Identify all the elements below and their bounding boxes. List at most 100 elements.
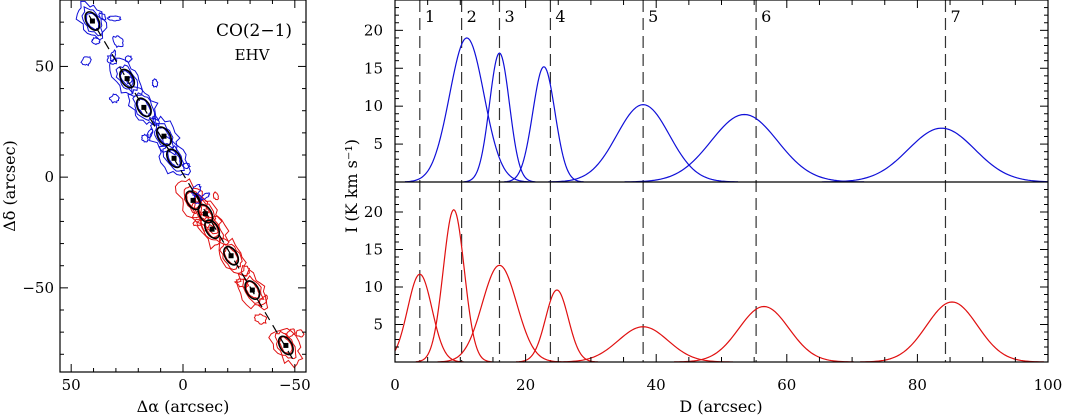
left-x-axis-label: Δα (arcsec) — [137, 397, 230, 416]
contour-island — [106, 15, 122, 22]
right-y-tick-label: 20 — [364, 21, 383, 39]
right-x-tick-label: 40 — [647, 376, 666, 394]
contour-island — [191, 183, 202, 196]
blue-gaussian-profile — [463, 52, 536, 183]
knot-ellipse — [204, 219, 221, 240]
left-y-tick-label: 50 — [35, 57, 54, 75]
right-x-tick-label: 80 — [908, 376, 927, 394]
left-x-tick-label: 0 — [178, 376, 188, 394]
contour-mid — [274, 330, 297, 360]
right-x-tick-label: 100 — [1034, 376, 1063, 394]
right-y-axis-label: I (K km s⁻¹) — [342, 139, 361, 233]
right-x-axis-label: D (arcsec) — [679, 397, 762, 416]
knot-number-label: 1 — [425, 7, 435, 26]
knot-position-lines: 1 2 3 4 5 6 7 — [419, 0, 961, 362]
contour-mid — [81, 6, 104, 37]
contour-island — [112, 35, 124, 49]
contour-outer — [196, 210, 230, 250]
left-x-tick-label: −50 — [279, 376, 311, 394]
right-y-tick-label: 10 — [364, 278, 383, 296]
contour-outer — [75, 0, 108, 41]
knot-center-marker — [89, 18, 95, 24]
left-y-tick-label: 0 — [44, 168, 54, 186]
contour-island — [253, 313, 268, 325]
knot-ellipse — [223, 245, 240, 266]
contour-mid — [115, 64, 139, 95]
right-y-tick-label: 5 — [373, 316, 383, 334]
knot-number-label: 5 — [648, 7, 658, 26]
knot-center-marker — [190, 197, 196, 203]
contour-island — [212, 191, 219, 201]
contour-island — [98, 12, 107, 21]
red-gaussian-profile — [394, 273, 464, 363]
knot-number-label: 3 — [504, 7, 514, 26]
contour-island — [80, 56, 92, 67]
contour-mid — [200, 214, 224, 244]
knot-center-marker — [209, 226, 215, 232]
right-y-tick-label: 20 — [364, 203, 383, 221]
contour-island — [108, 93, 120, 104]
knot-number-label: 7 — [950, 7, 960, 26]
blue-gaussian-profile — [404, 37, 529, 183]
knot-ellipse — [135, 97, 152, 118]
knot-center-marker — [161, 133, 167, 139]
contour-island — [151, 78, 159, 88]
right-y-tick-label: 10 — [364, 97, 383, 115]
contour-island — [141, 133, 150, 143]
red-gaussian-profile — [674, 305, 854, 363]
left-x-tick-label: 50 — [62, 376, 81, 394]
contour-island — [295, 329, 305, 338]
contour-island — [106, 55, 118, 65]
knot-number-label: 2 — [467, 7, 477, 26]
right-x-tick-label: 20 — [516, 376, 535, 394]
knot-number-label: 6 — [761, 7, 771, 26]
gaussian-curves — [394, 37, 1049, 363]
red-gaussian-profile — [553, 326, 733, 363]
contour-mid — [183, 185, 203, 215]
contour-layer — [75, 0, 305, 369]
right-panel-profiles: 1 2 3 4 5 6 7 0 20 40 60 80 100 5 10 15 20 5 10 15 20 D (ar… — [342, 0, 1062, 416]
knot-ellipse — [197, 203, 214, 224]
knot-center-marker — [141, 104, 147, 110]
knot-ellipse — [155, 126, 173, 147]
left-axis-ticks: 50 0 −50 50 0 −50 — [22, 0, 311, 394]
contour-island — [146, 128, 154, 139]
knot-ellipse — [119, 68, 136, 89]
knot-ellipse — [165, 148, 183, 169]
right-y-tick-label: 15 — [364, 59, 383, 77]
right-y-tick-label: 5 — [373, 135, 383, 153]
red-gaussian-profile — [415, 209, 492, 363]
red-gaussian-profile — [515, 289, 598, 363]
blue-gaussian-profile — [548, 104, 738, 183]
contour-island — [109, 49, 117, 62]
blue-gaussian-profile — [503, 66, 584, 183]
knot-center-marker — [249, 287, 255, 293]
jet-axis-dashed-line — [88, 15, 294, 360]
red-gaussian-profile — [860, 301, 1044, 363]
right-x-tick-label: 0 — [390, 376, 400, 394]
contour-inner — [85, 12, 100, 31]
annotation-line1: CO(2−1) — [216, 21, 292, 41]
knot-ellipse — [277, 335, 294, 356]
contour-outer — [158, 135, 192, 176]
left-y-tick-label: −50 — [22, 279, 54, 297]
knot-center-marker — [228, 253, 234, 259]
blue-gaussian-profile — [624, 113, 865, 183]
contour-island — [240, 264, 251, 277]
red-gaussian-profile — [437, 264, 562, 363]
knot-ellipse — [84, 11, 101, 31]
contour-mid — [219, 243, 243, 271]
right-y-tick-label: 15 — [364, 241, 383, 259]
knot-number-label: 4 — [555, 7, 565, 26]
contour-outer — [268, 327, 304, 369]
contour-island — [199, 192, 211, 201]
knot-center-marker — [171, 155, 177, 161]
contour-island — [181, 162, 192, 169]
contour-island — [152, 115, 160, 127]
contour-island — [90, 36, 101, 46]
contour-island — [124, 55, 133, 63]
contour-island — [284, 328, 297, 339]
knot-center-marker — [202, 211, 208, 217]
